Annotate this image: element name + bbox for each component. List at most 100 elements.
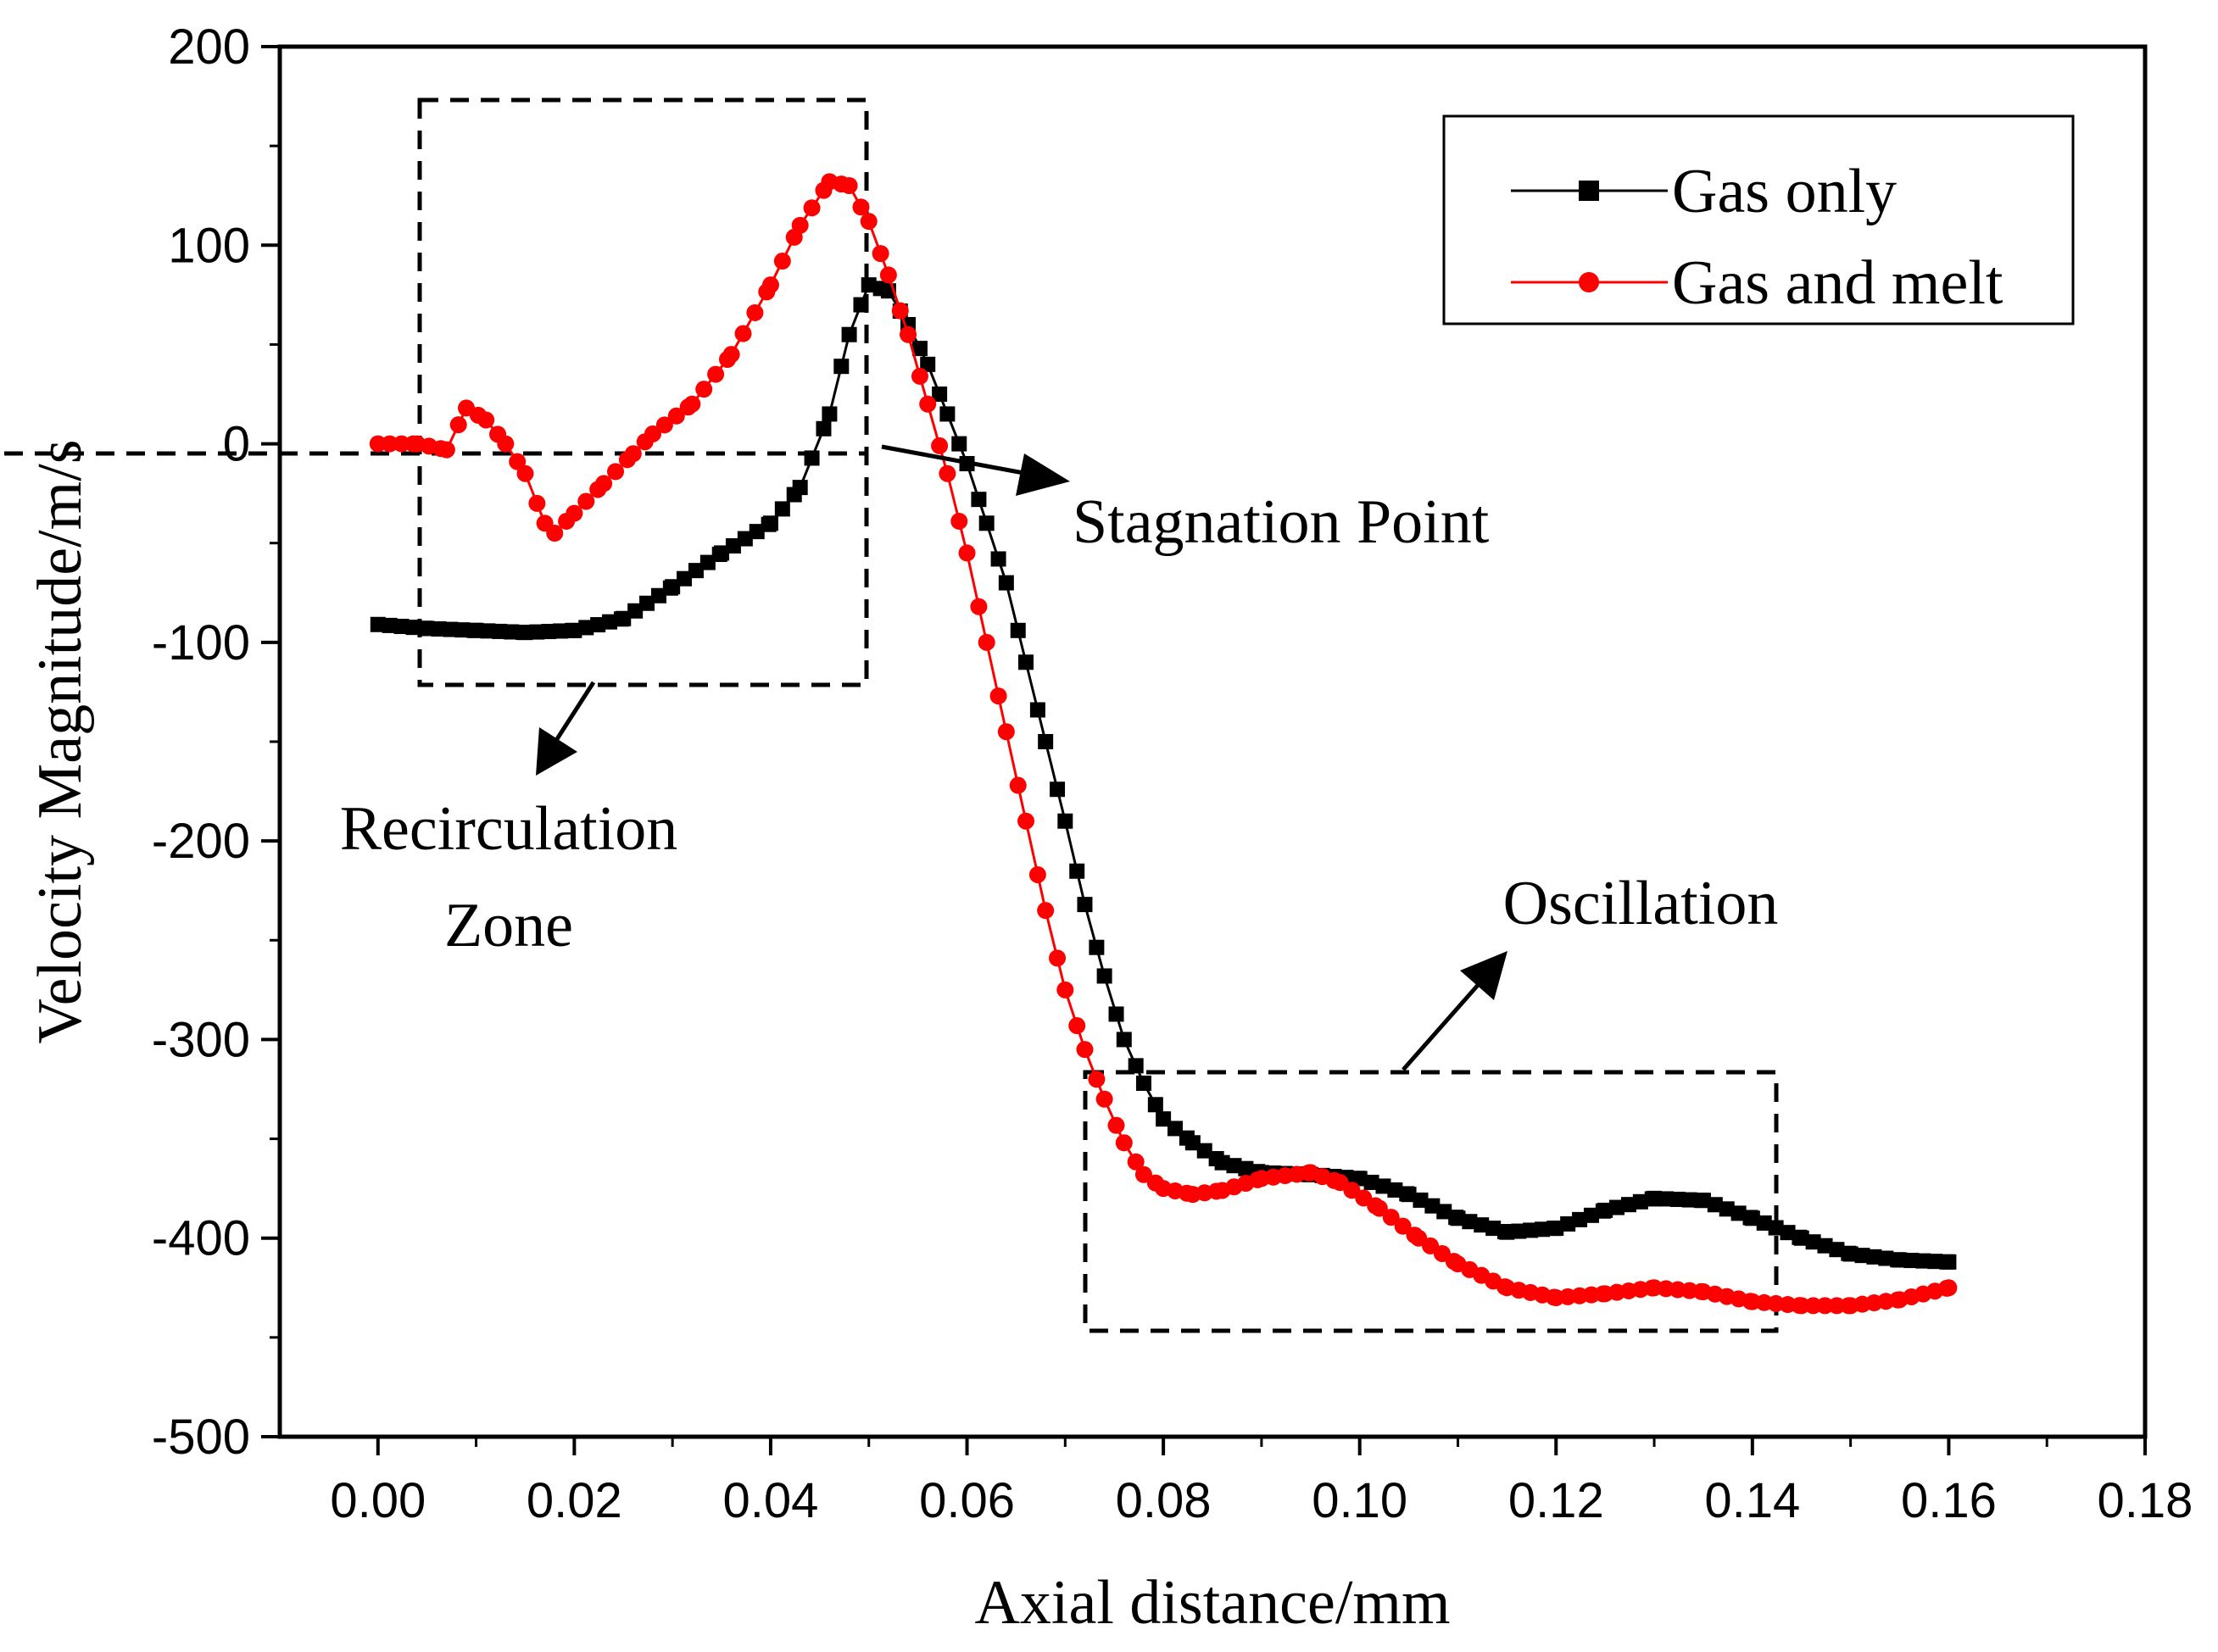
gas-and-melt-point <box>900 325 917 343</box>
gas-only-point <box>382 617 398 633</box>
gas-only-point <box>1719 1201 1735 1217</box>
gas-and-melt-line <box>377 180 1949 1307</box>
gas-and-melt-point <box>695 381 713 398</box>
gas-and-melt-point <box>1804 1297 1822 1315</box>
gas-and-melt-point <box>393 435 410 453</box>
gas-only-point <box>1583 1207 1599 1223</box>
gas-only-point <box>627 603 644 619</box>
gas-only-point <box>1069 863 1085 879</box>
gas-and-melt-point <box>1394 1217 1412 1235</box>
gas-only-point <box>1793 1230 1809 1246</box>
gas-only-point <box>665 579 681 595</box>
gas-only-point <box>578 620 594 636</box>
gas-and-melt-point <box>477 411 495 429</box>
y-tick-label: -400 <box>152 1211 250 1266</box>
recirculation-label: Recirculation <box>340 794 678 864</box>
legend-gas-melt-marker <box>1579 272 1599 292</box>
gas-only-point <box>650 587 666 604</box>
gas-and-melt-point <box>1134 1165 1152 1183</box>
gas-and-melt-point <box>381 435 398 453</box>
gas-and-melt-point <box>577 492 595 510</box>
gas-only-point <box>1128 1058 1144 1074</box>
gas-and-melt-point <box>1382 1209 1400 1226</box>
gas-and-melt-point <box>978 633 995 651</box>
gas-only-point <box>529 624 545 640</box>
gas-and-melt-point <box>566 504 583 522</box>
x-axis: 0.00 0.02 0.04 0.06 0.08 0.10 0.12 0.14 0.16 0.18 <box>330 1437 2193 1528</box>
gas-and-melt-point <box>939 464 956 482</box>
gas-only-point <box>602 614 618 630</box>
gas-only-point <box>1669 1191 1686 1207</box>
gas-only-point <box>749 524 765 540</box>
gas-only-point <box>1780 1225 1796 1241</box>
y-tick-label: -500 <box>152 1410 250 1465</box>
gas-and-melt-point <box>860 213 878 231</box>
gas-only-point <box>1647 1190 1663 1206</box>
gas-only-point <box>1805 1234 1821 1250</box>
gas-and-melt-markers <box>369 173 1958 1315</box>
gas-only-point <box>393 619 410 635</box>
gas-and-melt-point <box>1076 1041 1094 1059</box>
gas-only-point <box>792 480 808 496</box>
gas-only-point <box>699 554 716 570</box>
gas-only-point <box>1609 1199 1625 1215</box>
legend-gas-only-marker <box>1579 181 1599 201</box>
gas-and-melt-point <box>1017 812 1034 830</box>
gas-only-point <box>1707 1197 1723 1213</box>
x-tick-label: 0.08 <box>1116 1473 1212 1528</box>
gas-and-melt-point <box>950 512 968 530</box>
annotation-arrows <box>536 444 1507 1071</box>
x-tick-label: 0.06 <box>919 1473 1015 1528</box>
gas-only-point <box>1038 734 1054 749</box>
gas-and-melt-point <box>989 687 1007 705</box>
gas-and-melt-point <box>911 367 928 385</box>
gas-only-point <box>1010 622 1026 638</box>
gas-only-point <box>1135 1075 1151 1091</box>
gas-only-point <box>1572 1211 1588 1227</box>
y-tick-label: 0 <box>223 417 250 472</box>
gas-only-point <box>1854 1248 1870 1264</box>
gas-only-point <box>553 623 569 639</box>
gas-and-melt-point <box>497 435 515 453</box>
gas-only-point <box>1730 1205 1747 1221</box>
gas-only-point <box>1866 1249 1882 1265</box>
gas-only-point <box>1168 1121 1183 1137</box>
zone-label: Zone <box>444 891 573 960</box>
gas-and-melt-point <box>1107 1116 1125 1134</box>
gas-only-point <box>920 356 936 372</box>
gas-only-point <box>1658 1191 1674 1207</box>
gas-only-point <box>431 621 447 637</box>
oscillation-label: Oscillation <box>1503 869 1779 938</box>
legend: Gas only Gas and melt <box>1442 114 2075 325</box>
gas-and-melt-point <box>931 437 949 454</box>
gas-only-point <box>1413 1192 1429 1208</box>
gas-only-point <box>1108 1006 1124 1022</box>
gas-only-point <box>1756 1215 1772 1231</box>
gas-only-point <box>1462 1214 1478 1230</box>
gas-only-point <box>1941 1254 1957 1270</box>
gas-only-point <box>405 620 421 636</box>
gas-only-point <box>492 623 508 639</box>
gas-and-melt-point <box>958 544 976 562</box>
gas-only-point <box>1238 1160 1254 1176</box>
gas-and-melt-point <box>1816 1297 1834 1315</box>
oscillation-arrow-head <box>1460 951 1507 1000</box>
recirculation-arrow-head <box>536 727 577 776</box>
gas-only-point <box>480 623 496 639</box>
gas-and-melt-point <box>1370 1199 1388 1217</box>
gas-and-melt-point <box>516 464 534 482</box>
x-tick-label: 0.12 <box>1508 1473 1604 1528</box>
x-tick-label: 0.10 <box>1312 1473 1407 1528</box>
gas-only-point <box>990 551 1006 567</box>
gas-only-point <box>841 326 857 342</box>
gas-and-melt-point <box>1009 776 1027 794</box>
gas-and-melt-point <box>791 216 809 234</box>
gas-and-melt-point <box>1127 1153 1145 1171</box>
gas-and-melt-point <box>1049 949 1067 967</box>
gas-only-point <box>774 501 790 517</box>
gas-and-melt-point <box>840 177 858 194</box>
gas-only-point <box>1196 1143 1212 1159</box>
gas-only-point <box>639 595 655 611</box>
gas-and-melt-point <box>644 425 661 442</box>
gas-only-point <box>804 450 820 466</box>
